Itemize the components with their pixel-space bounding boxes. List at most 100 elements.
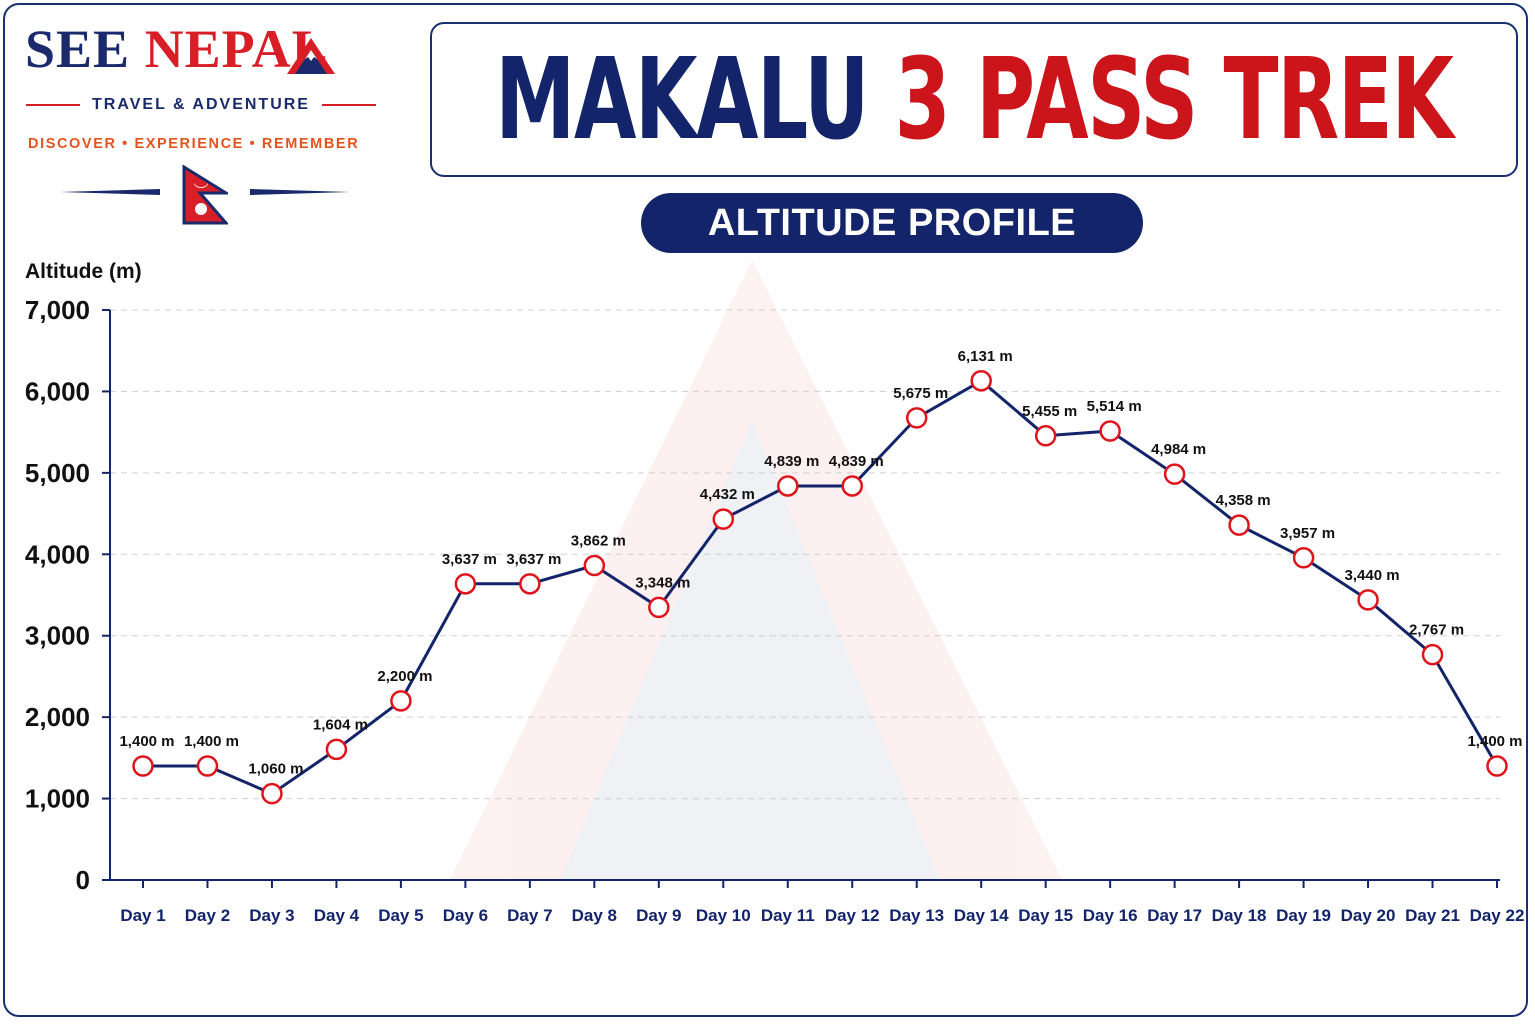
data-point	[841, 475, 863, 497]
x-tick-label: Day 4	[314, 906, 360, 925]
data-labels: 1,400 m 1,400 m 1,060 m 1,604 m 2,200 m 3,637…	[119, 348, 1522, 778]
data-label: 3,440 m	[1345, 567, 1400, 584]
x-tick-label: Day 15	[1018, 906, 1073, 925]
tagline-rule-right	[321, 104, 376, 106]
x-tick-label: Day 10	[696, 906, 751, 925]
tagline-rule-left	[26, 104, 81, 106]
y-tick-label: 0	[76, 865, 90, 895]
logo-divider	[60, 189, 350, 195]
data-point	[1486, 755, 1508, 777]
x-tick-label: Day 17	[1147, 906, 1202, 925]
x-tick-label: Day 9	[636, 906, 681, 925]
data-label: 2,767 m	[1409, 622, 1464, 639]
data-point	[325, 738, 348, 761]
page-title: MAKALU 3 PASS TREK	[495, 44, 1454, 156]
x-tick-label: Day 22	[1470, 906, 1525, 925]
x-tick-label: Day 5	[378, 906, 423, 925]
x-tick-label: Day 3	[249, 906, 294, 925]
x-tick-label: Day 13	[889, 906, 944, 925]
x-tick-label: Day 20	[1341, 906, 1396, 925]
data-markers	[132, 370, 1508, 805]
data-point	[1357, 589, 1379, 611]
x-tick-label: Day 14	[954, 906, 1009, 925]
data-label: 3,957 m	[1280, 525, 1335, 542]
data-label: 1,400 m	[1467, 733, 1522, 750]
brand-name: SEE NEPAL	[25, 22, 329, 76]
data-point	[1228, 514, 1250, 536]
series-line	[143, 379, 1499, 796]
data-label: 5,514 m	[1087, 398, 1142, 415]
x-tick-label: Day 11	[761, 906, 815, 925]
brand-logo: SEE NEPAL TRAVEL & ADVENTURE DISCOVER • …	[0, 0, 420, 240]
brand-motto: DISCOVER • EXPERIENCE • REMEMBER	[28, 136, 360, 152]
subtitle-pill: ALTITUDE PROFILE	[641, 193, 1143, 253]
data-point	[905, 407, 928, 429]
data-point	[196, 755, 219, 777]
data-point	[454, 573, 477, 595]
data-point	[970, 370, 992, 392]
y-tick-labels: 0 1,000 2,000 3,000 4,000 5,000 6,000 7,000	[25, 295, 90, 895]
data-point	[1163, 463, 1186, 485]
y-tick-label: 1,000	[25, 784, 90, 814]
watermark	[450, 260, 1062, 880]
data-label: 5,675 m	[893, 385, 948, 402]
y-tick-label: 5,000	[25, 458, 90, 488]
y-axis-label: Altitude (m)	[25, 260, 142, 283]
title-part-makalu: MAKALU	[495, 34, 869, 165]
data-label: 1,604 m	[313, 716, 368, 733]
brand-tagline: TRAVEL & ADVENTURE	[26, 96, 376, 114]
x-tick-label: Day 1	[120, 906, 165, 925]
x-tick-label: Day 21	[1405, 906, 1460, 925]
data-label: 4,839 m	[829, 453, 884, 470]
data-label: 3,637 m	[506, 551, 561, 568]
data-point	[777, 475, 799, 497]
tagline-text: TRAVEL & ADVENTURE	[92, 96, 310, 113]
x-tick-labels: Day 1 Day 2 Day 3 Day 4 Day 5 Day 6 Day 7 Day 8…	[120, 906, 1524, 925]
data-label: 1,400 m	[184, 733, 239, 750]
title-box: MAKALU 3 PASS TREK	[430, 22, 1518, 177]
data-point	[132, 755, 154, 777]
page-frame	[3, 3, 1528, 1017]
data-label: 1,060 m	[248, 761, 303, 778]
data-label: 5,455 m	[1022, 403, 1077, 420]
x-tick-label: Day 12	[825, 906, 880, 925]
data-point	[1034, 425, 1057, 447]
mountain-icon	[287, 38, 335, 74]
data-point	[261, 782, 283, 805]
data-point	[519, 573, 541, 595]
title-part-trek: 3 PASS TREK	[894, 34, 1454, 165]
y-tick-label: 3,000	[25, 621, 90, 651]
x-tick-label: Day 8	[572, 906, 617, 925]
x-tick-label: Day 6	[443, 906, 488, 925]
data-point	[1421, 643, 1444, 666]
data-label: 3,862 m	[571, 533, 626, 550]
brand-name-see: SEE	[25, 19, 131, 79]
y-tick-label: 7,000	[25, 295, 90, 325]
nepal-flag-icon	[182, 165, 228, 225]
data-point	[390, 690, 412, 712]
data-point	[648, 596, 670, 619]
y-tick-label: 2,000	[25, 702, 90, 732]
axes	[102, 309, 1500, 888]
data-label: 3,348 m	[635, 574, 690, 591]
altitude-line	[143, 379, 1499, 796]
x-tick-label: Day 2	[185, 906, 230, 925]
data-point	[583, 554, 606, 577]
data-label: 1,400 m	[119, 733, 174, 750]
data-label: 3,637 m	[442, 551, 497, 568]
data-label: 4,432 m	[700, 486, 755, 503]
y-tick-label: 6,000	[25, 376, 90, 406]
y-tick-label: 4,000	[25, 539, 90, 569]
x-tick-label: Day 19	[1276, 906, 1331, 925]
x-tick-label: Day 18	[1212, 906, 1267, 925]
grid	[110, 309, 1500, 800]
data-label: 2,200 m	[377, 668, 432, 685]
data-label: 4,839 m	[764, 453, 819, 470]
data-point	[1099, 420, 1121, 442]
data-label: 4,358 m	[1216, 492, 1271, 509]
x-tick-label: Day 7	[507, 906, 552, 925]
x-tick-label: Day 16	[1083, 906, 1138, 925]
data-label: 6,131 m	[958, 348, 1013, 365]
